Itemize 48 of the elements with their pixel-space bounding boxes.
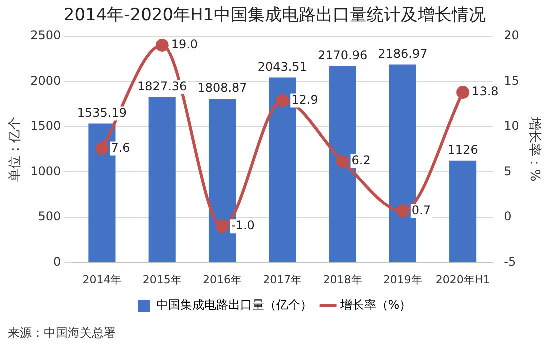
point — [456, 86, 470, 100]
x-tick-label: 2020年H1 — [436, 273, 490, 286]
y-tick-label: 0 — [54, 254, 62, 269]
data-label: -1.0 — [231, 218, 255, 233]
point — [216, 220, 229, 234]
legend-label: 增长率（%） — [339, 298, 412, 312]
x-tick-label: 2015年 — [142, 273, 182, 286]
data-label: 1808.87 — [198, 81, 248, 96]
y-tick-label: 2500 — [30, 28, 62, 43]
data-label: 1827.36 — [138, 79, 188, 94]
data-label: 6.2 — [352, 154, 371, 168]
x-tick-label: 2014年 — [82, 273, 122, 286]
y-axis-title: 单位：亿个 — [8, 117, 24, 182]
chart-title: 2014年-2020年H1中国集成电路出口量统计及增长情况 — [64, 6, 486, 26]
point — [336, 154, 350, 168]
data-label: 2186.97 — [378, 46, 428, 61]
x-tick-label: 2018年 — [323, 273, 362, 286]
bar — [148, 97, 176, 262]
data-label: 12.9 — [292, 92, 318, 107]
point — [156, 38, 169, 52]
x-tick-label: 2017年 — [263, 273, 302, 286]
point — [396, 204, 410, 218]
y-tick-label: 2000 — [30, 74, 62, 88]
y2-tick-label: 20 — [504, 28, 520, 43]
bar — [450, 160, 477, 262]
y-tick-label: 1500 — [30, 119, 62, 134]
y2-tick-label: -5 — [504, 254, 516, 269]
data-label: 1535.19 — [77, 106, 128, 120]
y2-tick-label: 5 — [504, 164, 512, 178]
y-tick-label: 1000 — [30, 164, 62, 178]
legend-label: 中国集成电路出口量（亿个） — [156, 298, 312, 312]
y2-tick-label: 15 — [504, 74, 520, 88]
x-tick-label: 2019年 — [383, 273, 422, 286]
y2-tick-label: 0 — [504, 210, 512, 224]
data-label: 7.6 — [111, 140, 130, 155]
data-label: 13.8 — [472, 84, 499, 99]
point — [276, 94, 290, 108]
point — [96, 142, 109, 156]
data-label: 1126 — [448, 142, 478, 157]
x-tick-label: 2016年 — [202, 273, 242, 286]
y-tick-label: 500 — [38, 210, 62, 224]
y2-tick-label: 10 — [504, 119, 520, 134]
data-label: 2170.96 — [318, 48, 368, 62]
y2-axis-title: 增长率：% — [526, 116, 543, 182]
source-note: 来源：中国海关总署 — [7, 325, 117, 342]
data-label: 0.7 — [412, 203, 432, 218]
data-label: 19.0 — [171, 38, 198, 52]
data-label: 2043.51 — [258, 60, 308, 74]
